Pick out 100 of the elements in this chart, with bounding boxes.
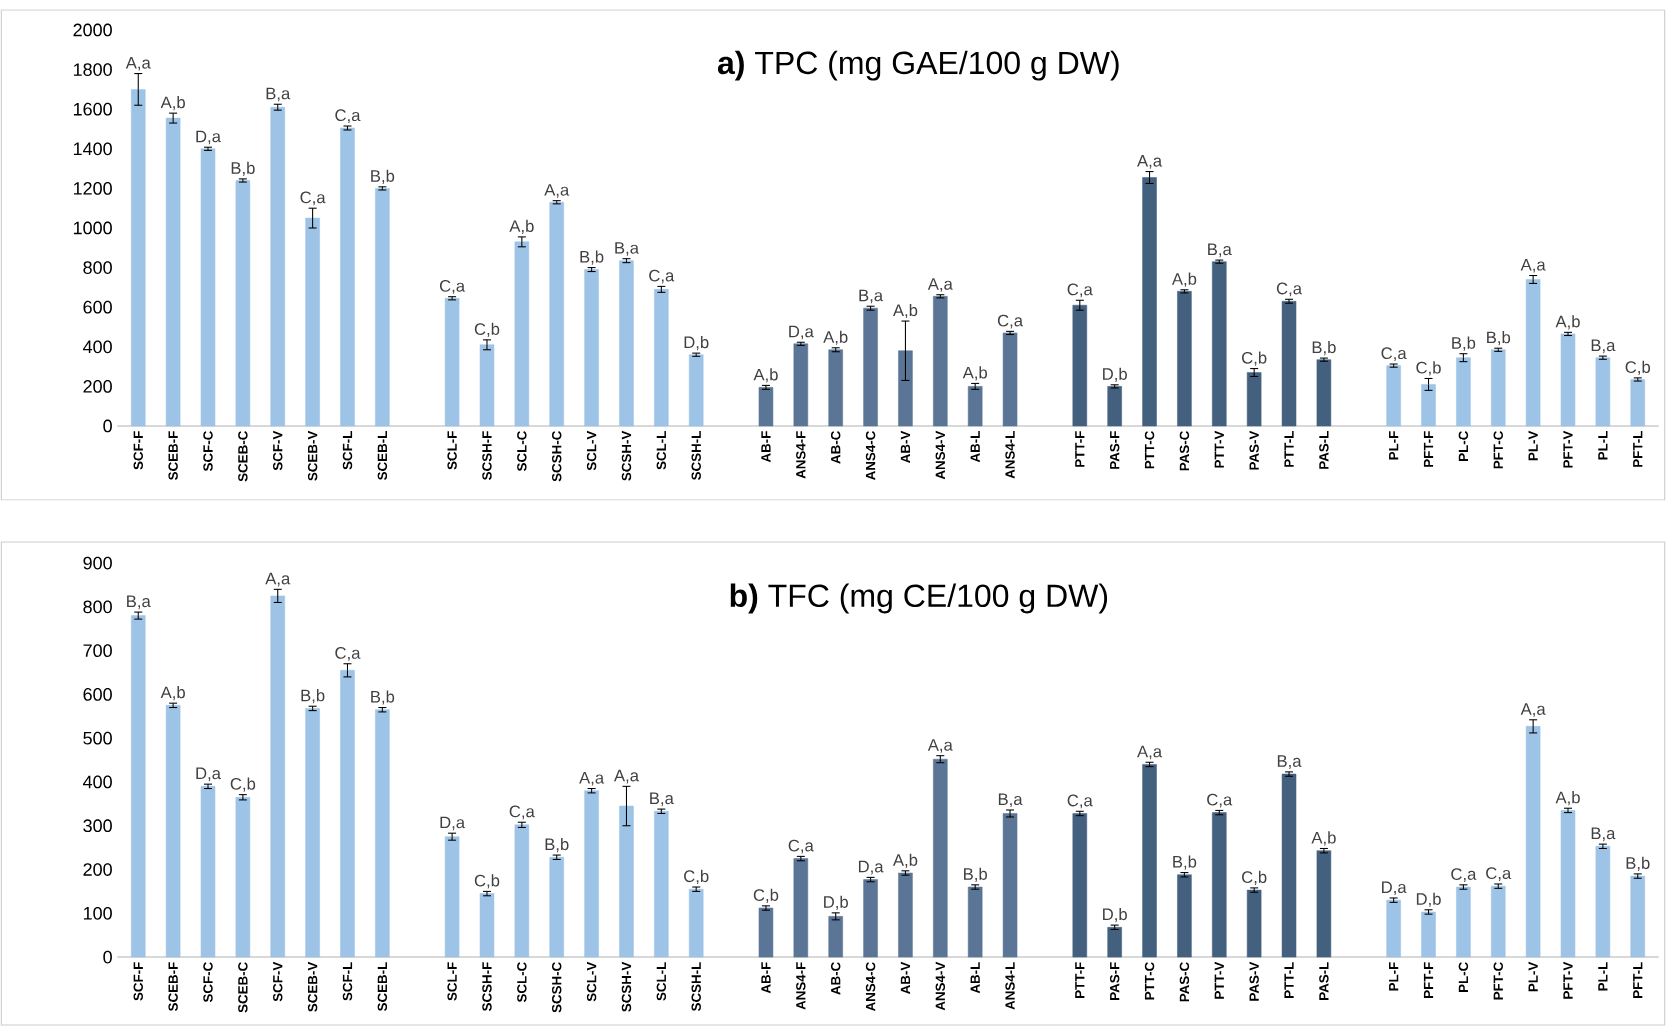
data-label: D,a [1382, 881, 1407, 896]
x-tick-label: ANS4-F [796, 962, 806, 1010]
data-label: C,a [1067, 283, 1093, 298]
bar [758, 387, 774, 427]
y-tick-label: 900 [83, 556, 112, 570]
x-tick-label: PAS-V [1249, 430, 1259, 470]
x-tick-label: PTT-F [1075, 431, 1085, 467]
x-tick-label: SCSH-F [482, 431, 492, 480]
y-tick-label: 1800 [73, 63, 112, 76]
bar [1316, 359, 1332, 427]
bar [1491, 885, 1506, 958]
x-tick-label: PL-F [1389, 431, 1399, 460]
x-tick-label: SCSH-F [482, 962, 492, 1012]
bar [1246, 889, 1262, 958]
bar [270, 595, 285, 958]
bar [1142, 764, 1157, 958]
x-tick-label: SCSH-C [552, 962, 562, 1013]
data-label: A,b [160, 686, 185, 701]
data-label: D,b [684, 335, 709, 351]
x-tick-label: PTT-L [1284, 962, 1294, 998]
x-tick-label: PFT-V [1563, 430, 1573, 468]
x-tick-label: SCL-C [517, 962, 527, 1003]
data-label: D,b [824, 895, 848, 910]
x-tick-label: SCSH-C [552, 431, 562, 482]
data-label: D,b [1103, 907, 1127, 923]
bar [1630, 875, 1645, 958]
bar [549, 201, 564, 427]
x-tick-label: SCL-L [656, 962, 667, 1001]
x-tick-label: PAS-C [1179, 962, 1190, 1002]
bar [1107, 927, 1122, 958]
x-tick-label: PFT-V [1563, 961, 1573, 999]
data-label: C,a [300, 191, 326, 206]
x-tick-label: PFT-C [1493, 962, 1503, 1000]
bar [1456, 886, 1471, 958]
data-label: B,b [580, 250, 604, 265]
data-label: D,b [1416, 892, 1441, 907]
y-tick-label: 400 [83, 340, 112, 354]
data-label: C,b [474, 322, 500, 337]
bar [933, 758, 948, 958]
bar [793, 343, 809, 427]
bar [340, 127, 355, 427]
x-tick-label: ANS4-C [865, 962, 876, 1012]
x-tick-label: PAS-L [1319, 962, 1329, 1000]
x-tick-label: AB-V [900, 430, 911, 463]
data-label: C,a [1451, 868, 1477, 882]
y-tick-label: 400 [83, 775, 112, 789]
bar [619, 805, 634, 958]
x-tick-label: SCF-L [342, 431, 353, 470]
data-label: C,b [1625, 360, 1651, 375]
bar [235, 797, 251, 958]
y-tick-label: 600 [83, 688, 112, 701]
data-label: C,a [335, 647, 361, 661]
x-tick-label: AB-F [761, 431, 771, 463]
x-tick-label: SCL-F [447, 431, 457, 470]
x-tick-label: ANS4-V [935, 430, 946, 480]
y-tick-label: 300 [83, 819, 112, 833]
x-tick-label: SCL-V [586, 430, 597, 471]
y-tick-label: 0 [103, 419, 112, 433]
bar [444, 836, 460, 958]
data-label: A,a [927, 739, 953, 753]
x-tick-label: AB-C [830, 962, 841, 995]
bar [1177, 874, 1192, 958]
x-tick-label: PTT-V [1214, 961, 1224, 999]
bar [584, 790, 599, 958]
bar [200, 786, 216, 958]
x-tick-label: PL-C [1458, 962, 1469, 992]
data-label: B,a [266, 87, 291, 102]
bar [654, 289, 669, 427]
x-tick-label: AB-F [761, 962, 771, 994]
bar [479, 344, 495, 427]
data-label: A,b [509, 219, 534, 234]
bar [863, 307, 878, 427]
bar [1491, 349, 1506, 427]
x-tick-label: PAS-F [1109, 431, 1120, 469]
x-tick-label: PFT-F [1423, 431, 1434, 467]
x-tick-label: PL-C [1458, 431, 1469, 461]
x-tick-label: SCEB-V [307, 961, 318, 1012]
x-tick-label: SCSH-L [691, 962, 701, 1012]
data-label: B,a [650, 792, 674, 807]
bar [1212, 261, 1227, 427]
bar [1456, 357, 1471, 427]
y-tick-label: 1400 [73, 142, 112, 156]
data-label: C,a [997, 314, 1024, 329]
x-tick-label: AB-V [900, 961, 911, 995]
data-label: C,a [1381, 347, 1407, 362]
data-label: B,b [231, 161, 255, 176]
x-tick-label: PL-F [1389, 962, 1399, 991]
y-tick-label: 600 [83, 300, 112, 314]
bar [619, 260, 634, 427]
data-label: C,a [509, 805, 535, 820]
x-tick-label: SCF-F [133, 431, 143, 470]
x-tick-label: PFT-L [1633, 431, 1643, 467]
data-label: B,b [1452, 336, 1476, 351]
x-tick-label: PTT-C [1144, 431, 1155, 469]
y-tick-label: 200 [83, 380, 112, 393]
data-label: B,b [545, 837, 569, 853]
bar [1142, 177, 1157, 427]
data-label: A,a [579, 772, 605, 786]
bar [1630, 379, 1645, 427]
data-label: A,b [962, 366, 987, 381]
